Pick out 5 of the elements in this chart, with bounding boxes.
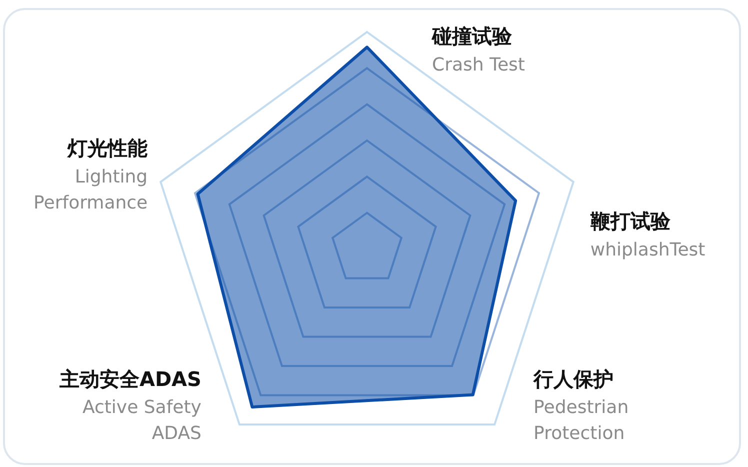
spoke-label: 鞭打试验 whiplashTest [589, 209, 706, 261]
spoke-label: 灯光性能 Lighting Performance [34, 136, 148, 214]
spoke-label: 主动安全ADAS Active Safety ADAS [58, 366, 202, 444]
spoke-label: 行人保护 Pedestrian Protection [532, 366, 629, 444]
spoke-label: 碰撞试验 Crash Test [431, 24, 525, 76]
